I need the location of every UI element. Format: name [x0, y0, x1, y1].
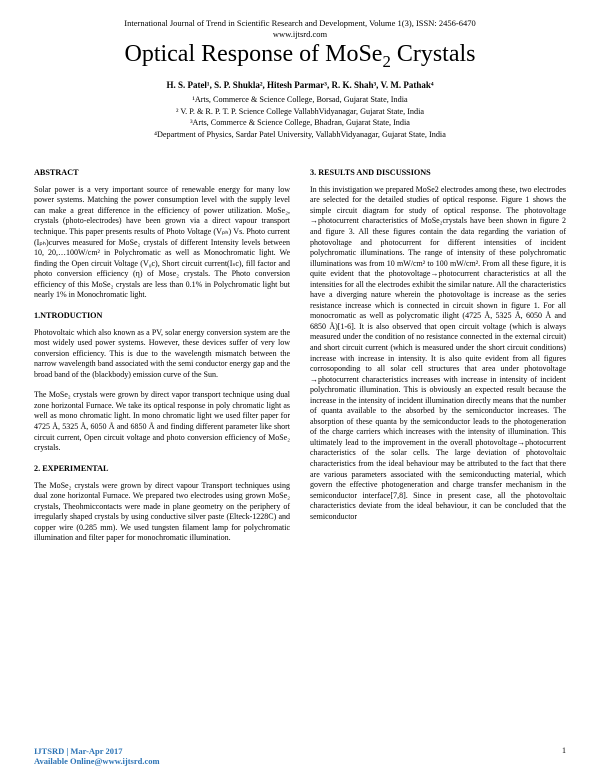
results-text: In this invistigation we prepared MoSe2 … [310, 185, 566, 523]
journal-line: International Journal of Trend in Scient… [34, 18, 566, 29]
title-post: Crystals [391, 41, 476, 67]
affiliation: ³Arts, Commerce & Science College, Bhadr… [34, 117, 566, 128]
journal-header: International Journal of Trend in Scient… [34, 18, 566, 39]
intro-paragraph: Photovoltaic which also known as a PV, s… [34, 328, 290, 381]
footer-page: 1 [562, 746, 566, 766]
paper-title: Optical Response of MoSe2 Crystals [34, 41, 566, 72]
footer-online: Available Online@www.ijtsrd.com [34, 756, 160, 766]
authors-line: H. S. Patel¹, S. P. Shukla², Hitesh Parm… [34, 80, 566, 90]
left-column: ABSTRACT Solar power is a very important… [34, 168, 290, 554]
title-pre: Optical Response of MoSe [124, 41, 382, 67]
affiliation: ⁴Department of Physics, Sardar Patel Uni… [34, 129, 566, 140]
journal-site: www.ijtsrd.com [34, 29, 566, 40]
affiliations-block: ¹Arts, Commerce & Science College, Borsa… [34, 94, 566, 140]
right-column: 3. RESULTS AND DISCUSSIONS In this invis… [310, 168, 566, 554]
experimental-text: The MoSe₂ crystals were grown by direct … [34, 481, 290, 544]
abstract-heading: ABSTRACT [34, 168, 290, 179]
affiliation: ² V. P. & R. P. T. P. Science College Va… [34, 106, 566, 117]
authors-text: H. S. Patel¹, S. P. Shukla², Hitesh Parm… [166, 80, 433, 90]
intro-paragraph: The MoSe₂ crystals were grown by direct … [34, 390, 290, 453]
experimental-heading: 2. EXPERIMENTAL [34, 464, 290, 475]
abstract-text: Solar power is a very important source o… [34, 185, 290, 301]
results-heading: 3. RESULTS AND DISCUSSIONS [310, 168, 566, 179]
footer-issue: IJTSRD | Mar-Apr 2017 [34, 746, 160, 756]
introduction-heading: 1.NTRODUCTION [34, 311, 290, 322]
footer-left: IJTSRD | Mar-Apr 2017 Available Online@w… [34, 746, 160, 766]
title-sub: 2 [382, 52, 390, 71]
affiliation: ¹Arts, Commerce & Science College, Borsa… [34, 94, 566, 105]
body-columns: ABSTRACT Solar power is a very important… [34, 168, 566, 554]
page-footer: IJTSRD | Mar-Apr 2017 Available Online@w… [34, 746, 566, 766]
